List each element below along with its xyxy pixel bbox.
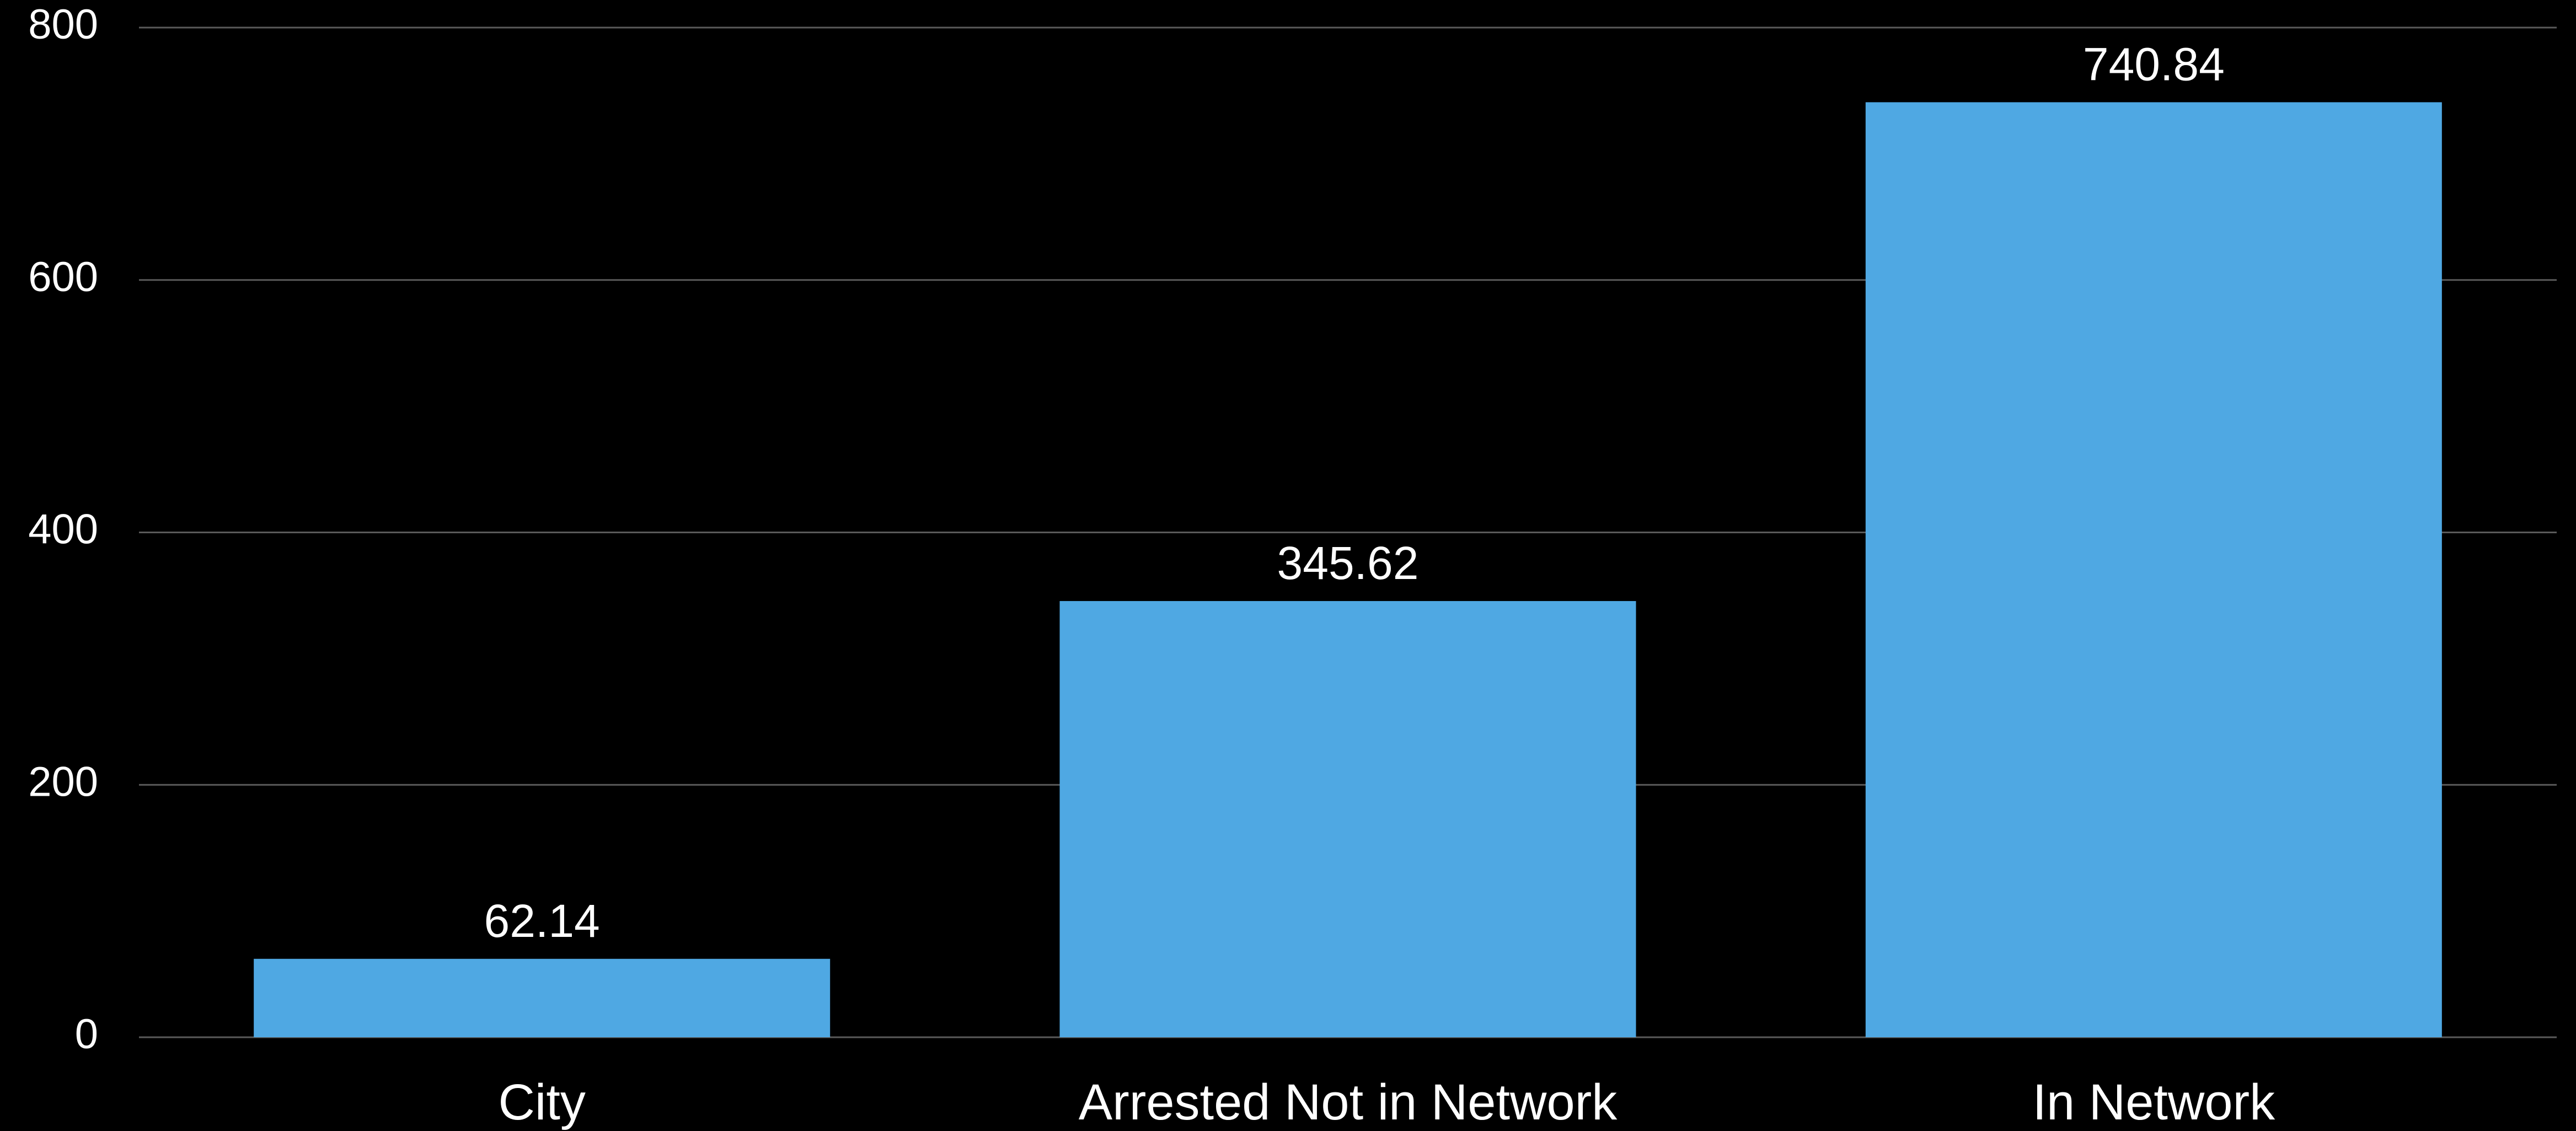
y-tick-label: 0 [75, 1011, 98, 1058]
bar-value-label: 740.84 [2083, 38, 2225, 90]
bars [254, 102, 2442, 1037]
x-category-label: Arrested Not in Network [1079, 1074, 1618, 1130]
y-tick-label: 200 [28, 758, 98, 805]
y-tick-label: 800 [28, 1, 98, 48]
bar [1059, 601, 1636, 1037]
y-tick-label: 400 [28, 506, 98, 553]
x-category-label: City [498, 1074, 585, 1130]
bar [1865, 102, 2442, 1037]
y-tick-label: 600 [28, 254, 98, 301]
x-axis-categories: City Arrested Not in Network In Network [498, 1074, 2275, 1130]
y-axis-ticks: 0 200 400 600 800 [28, 1, 98, 1058]
bar [254, 958, 831, 1037]
bar-value-label: 62.14 [484, 895, 600, 947]
data-labels: 62.14 345.62 740.84 [484, 38, 2225, 946]
bar-value-label: 345.62 [1277, 537, 1419, 589]
x-category-label: In Network [2032, 1074, 2275, 1130]
